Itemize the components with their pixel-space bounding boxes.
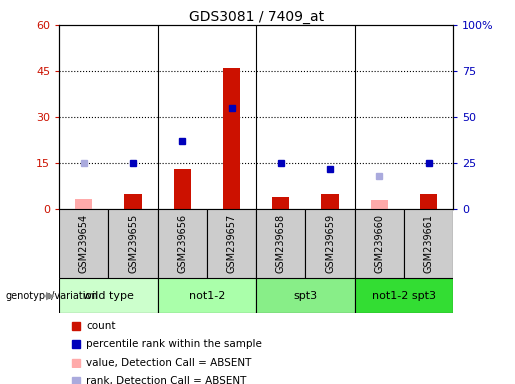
Bar bbox=[158, 278, 256, 313]
Text: spt3: spt3 bbox=[294, 291, 318, 301]
Text: GSM239660: GSM239660 bbox=[374, 214, 384, 273]
Bar bbox=[207, 209, 256, 278]
Text: count: count bbox=[86, 321, 115, 331]
Text: GSM239661: GSM239661 bbox=[423, 214, 434, 273]
Text: value, Detection Call = ABSENT: value, Detection Call = ABSENT bbox=[86, 358, 251, 368]
Text: GSM239654: GSM239654 bbox=[79, 214, 89, 273]
Bar bbox=[420, 194, 437, 209]
Bar bbox=[355, 278, 453, 313]
Bar bbox=[59, 209, 109, 278]
Bar bbox=[75, 199, 93, 209]
Bar bbox=[272, 197, 289, 209]
Bar bbox=[404, 209, 453, 278]
Bar bbox=[109, 209, 158, 278]
Bar bbox=[371, 200, 388, 209]
Bar bbox=[223, 68, 240, 209]
Bar bbox=[256, 278, 355, 313]
Text: not1-2 spt3: not1-2 spt3 bbox=[372, 291, 436, 301]
Text: percentile rank within the sample: percentile rank within the sample bbox=[86, 339, 262, 349]
Text: wild type: wild type bbox=[83, 291, 134, 301]
Text: ▶: ▶ bbox=[45, 291, 54, 301]
Bar bbox=[59, 278, 158, 313]
Text: GSM239659: GSM239659 bbox=[325, 214, 335, 273]
Text: GSM239656: GSM239656 bbox=[177, 214, 187, 273]
Text: not1-2: not1-2 bbox=[189, 291, 225, 301]
Text: rank, Detection Call = ABSENT: rank, Detection Call = ABSENT bbox=[86, 376, 246, 384]
Text: GSM239657: GSM239657 bbox=[227, 214, 236, 273]
Bar bbox=[256, 209, 305, 278]
Bar bbox=[355, 209, 404, 278]
Bar bbox=[305, 209, 355, 278]
Bar bbox=[158, 209, 207, 278]
Title: GDS3081 / 7409_at: GDS3081 / 7409_at bbox=[188, 10, 324, 24]
Bar bbox=[125, 194, 142, 209]
Bar bbox=[174, 169, 191, 209]
Text: GSM239655: GSM239655 bbox=[128, 214, 138, 273]
Bar bbox=[321, 194, 339, 209]
Text: genotype/variation: genotype/variation bbox=[5, 291, 98, 301]
Text: GSM239658: GSM239658 bbox=[276, 214, 286, 273]
